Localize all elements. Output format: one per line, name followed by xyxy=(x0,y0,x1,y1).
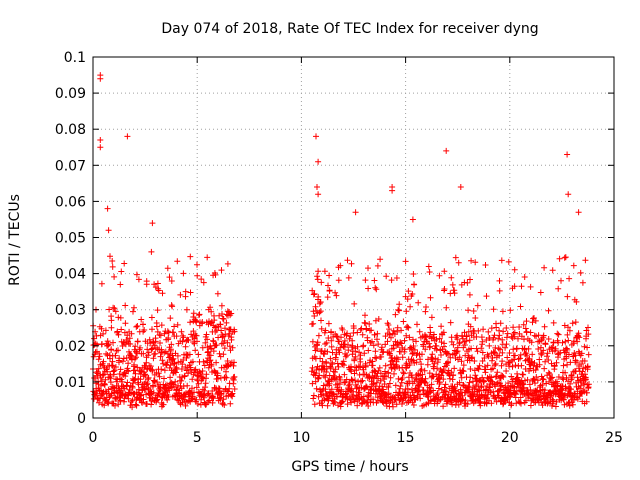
y-axis-label: ROTI / TECUs xyxy=(7,194,23,286)
chart-title: Day 074 of 2018, Rate Of TEC Index for r… xyxy=(161,21,538,37)
y-tick-label: 0.02 xyxy=(55,339,86,355)
x-tick-label: 0 xyxy=(89,430,98,446)
y-tick-label: 0.04 xyxy=(55,267,86,283)
x-tick-label: 10 xyxy=(292,430,310,446)
y-tick-label: 0.08 xyxy=(55,122,86,138)
axis-ticks: 0 5 10 15 20 25 0 0.01 0.02 0.03 0.04 0.05 0.06 0.07 0… xyxy=(55,50,623,446)
x-axis-label: GPS time / hours xyxy=(291,459,408,475)
x-tick-label: 5 xyxy=(193,430,202,446)
y-tick-label: 0.07 xyxy=(55,158,86,174)
y-tick-label: 0.03 xyxy=(55,303,86,319)
x-tick-label: 25 xyxy=(605,430,623,446)
y-tick-label: 0.1 xyxy=(64,50,86,66)
y-tick-label: 0.01 xyxy=(55,375,86,391)
y-tick-label: 0 xyxy=(77,411,86,427)
y-tick-label: 0.06 xyxy=(55,194,86,210)
y-tick-label: 0.05 xyxy=(55,231,86,247)
x-tick-label: 15 xyxy=(397,430,415,446)
x-tick-label: 20 xyxy=(501,430,519,446)
y-tick-label: 0.09 xyxy=(55,86,86,102)
